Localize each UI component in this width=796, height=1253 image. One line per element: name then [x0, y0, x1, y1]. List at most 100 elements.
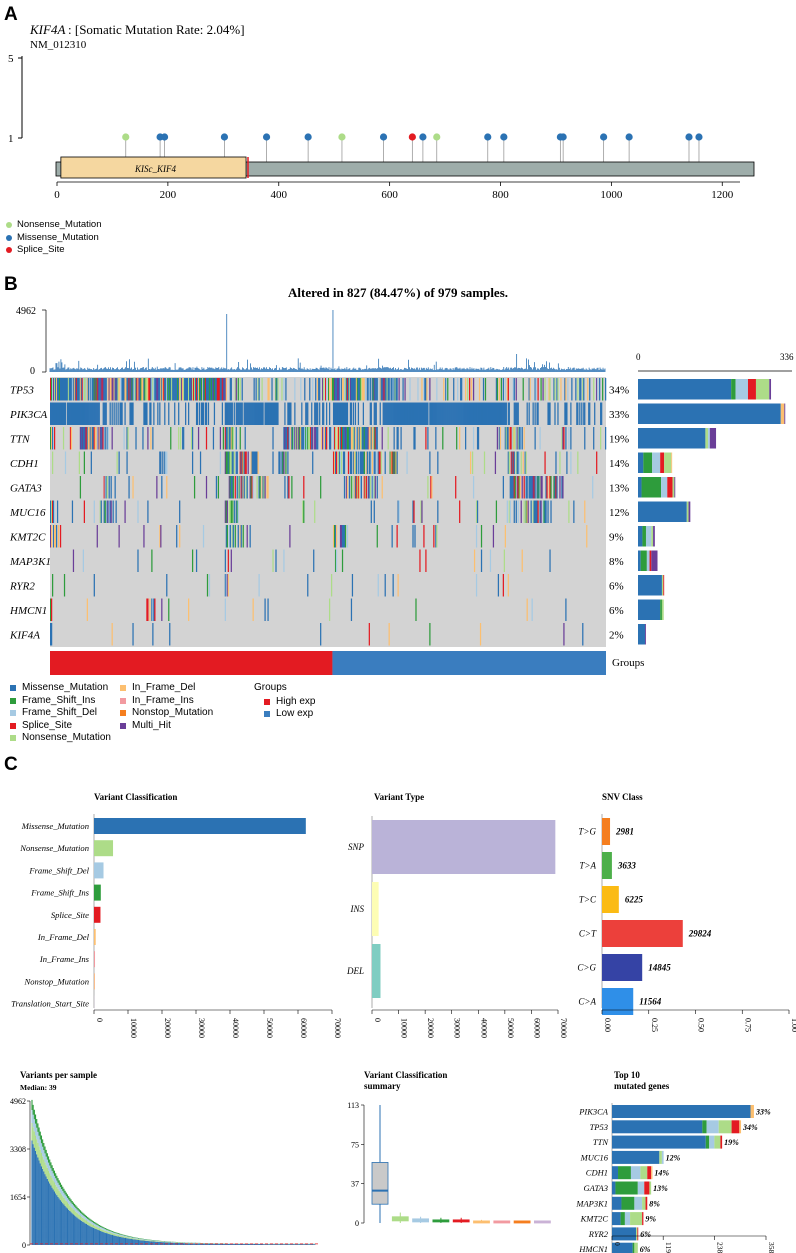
mutation-cell [513, 476, 515, 499]
mutation-cell [343, 451, 346, 474]
mutation-cell [180, 378, 182, 401]
mutation-cell [424, 402, 426, 425]
mutation-cell [238, 402, 240, 425]
mutation-cell [323, 402, 325, 425]
mutation-cell [386, 402, 388, 425]
mutation-cell [77, 378, 80, 401]
mutation-cell [409, 378, 411, 401]
mutation-cell [176, 525, 178, 548]
mutation-cell [489, 402, 492, 425]
mutation-cell [589, 402, 591, 425]
mutation-cell [510, 451, 512, 474]
mutation-cell [86, 427, 88, 450]
mutation-cell [51, 402, 54, 425]
mutation-cell [130, 378, 132, 401]
top10-segment [640, 1166, 648, 1180]
mutation-cell [257, 451, 259, 474]
mutation-cell [455, 402, 457, 425]
snv-label-c-a: C>A [578, 997, 596, 1007]
mutation-cell [500, 402, 502, 425]
vt-x-tick-label: 50000 [506, 1018, 515, 1038]
lollipop-point [160, 133, 169, 141]
mutation-cell [532, 476, 534, 499]
mutation-cell [148, 378, 150, 401]
mutation-cell [237, 378, 239, 401]
mutation-cell [481, 402, 484, 425]
mutation-cell [325, 378, 327, 401]
mutation-cell [499, 427, 501, 450]
mutation-cell [298, 427, 300, 450]
mutation-cell [562, 476, 564, 499]
mutation-cell [472, 476, 475, 499]
mutation-cell [281, 451, 283, 474]
mutation-cell [257, 402, 259, 425]
mutation-cell [547, 500, 549, 523]
mutation-cell [587, 378, 589, 401]
top10-x-tick-label: 358 [767, 1242, 776, 1253]
mutation-cell [397, 402, 399, 425]
top10-segment [612, 1120, 703, 1134]
mutation-cell [117, 402, 119, 425]
mutation-cell [58, 378, 61, 401]
mutation-cell [109, 402, 111, 425]
mutation-cell [72, 402, 75, 425]
top10-segment [615, 1181, 638, 1195]
oncoplot-row-kmt2c [50, 525, 588, 548]
mutation-cell [530, 476, 532, 499]
mutation-cell [109, 500, 111, 523]
mutation-cell [230, 427, 232, 450]
mutation-cell [456, 427, 458, 450]
mutation-cell [93, 378, 95, 401]
mutation-cell [241, 476, 243, 499]
mutation-cell [83, 427, 85, 450]
mutation-cell [94, 402, 96, 425]
mutation-cell [52, 378, 55, 401]
mutation-cell [120, 378, 122, 401]
mutation-cell [161, 598, 163, 621]
mutation-cell [563, 623, 565, 646]
mutation-cell [513, 451, 515, 474]
legend-label: In_Frame_Del [132, 682, 196, 693]
mutation-cell [249, 402, 251, 425]
mutation-cell [97, 402, 99, 425]
mutation-cell [292, 427, 294, 450]
top10-percent-kmt2c: 9% [645, 1215, 656, 1224]
mutation-cell [229, 451, 231, 474]
mutation-cell [226, 402, 228, 425]
mutation-cell [344, 402, 347, 425]
mutation-cell [381, 378, 383, 401]
mutation-cell [66, 378, 69, 401]
mutation-cell [53, 500, 56, 523]
mutation-cell [66, 402, 69, 425]
mutation-cell [205, 402, 208, 425]
mutation-cell [287, 402, 289, 425]
mutation-cell [392, 574, 394, 597]
mutation-cell [490, 402, 493, 425]
mutation-cell [457, 378, 459, 401]
mutation-cell [379, 402, 381, 425]
mutation-cell [319, 378, 321, 401]
side-bar-segment [664, 452, 672, 473]
mutation-cell [521, 427, 523, 450]
mutation-cell [202, 378, 205, 401]
mutation-cell [511, 427, 513, 450]
mutation-cell [144, 402, 146, 425]
mutation-cell [367, 378, 369, 401]
mutation-cell [93, 402, 95, 425]
mutation-cell [579, 378, 581, 401]
mutation-cell [391, 378, 393, 401]
mutation-cell [50, 427, 52, 450]
mutation-cell [224, 549, 226, 572]
legend-item: High exp [254, 696, 315, 709]
mutation-cell [103, 402, 105, 425]
mutation-cell [498, 378, 501, 401]
mutation-cell [265, 402, 267, 425]
mutation-cell [251, 476, 253, 499]
mutation-cell [314, 500, 316, 523]
mutation-cell [415, 598, 417, 621]
top10-segment [644, 1181, 650, 1195]
mutation-cell [182, 378, 184, 401]
mutation-cell [507, 402, 509, 425]
mutation-cell [341, 427, 344, 450]
mutation-cell [570, 427, 572, 450]
